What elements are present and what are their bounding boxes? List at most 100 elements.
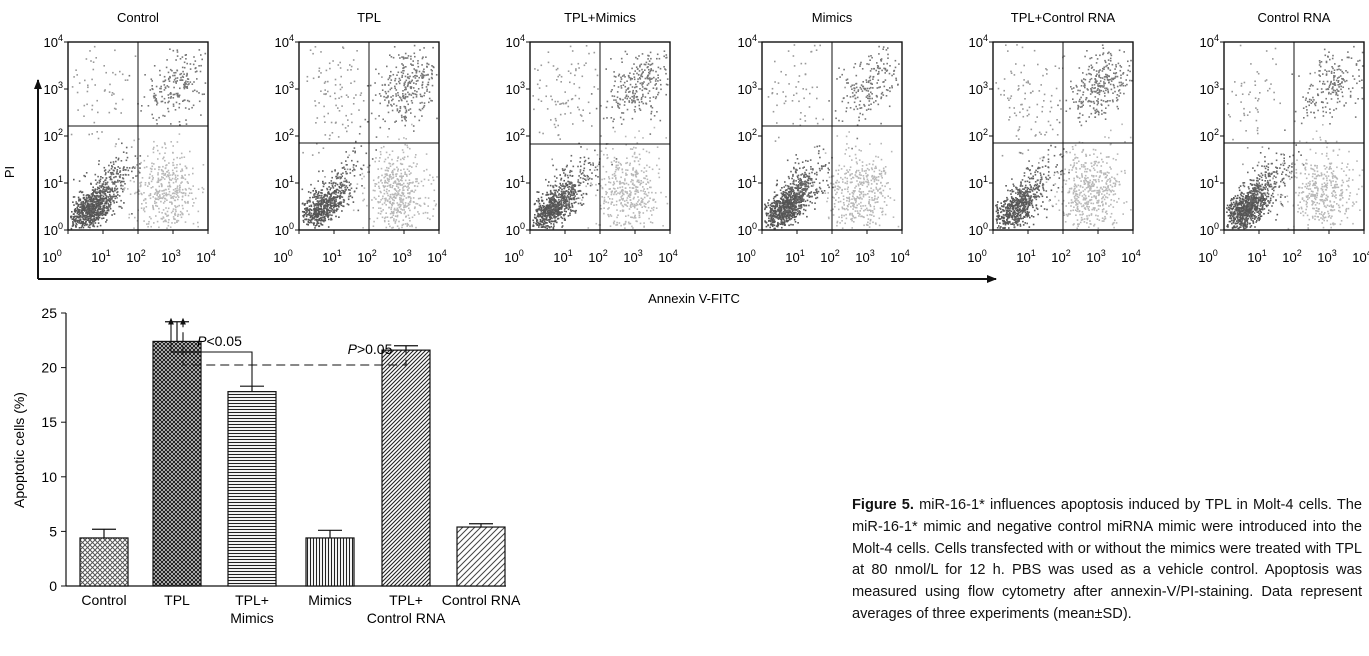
flow-dot xyxy=(656,53,659,56)
flow-dot xyxy=(106,183,108,185)
flow-dot xyxy=(83,198,86,201)
flow-dot xyxy=(550,191,552,194)
flow-dot xyxy=(550,211,552,214)
flow-dot xyxy=(405,79,408,82)
flow-dot xyxy=(543,226,546,228)
flow-dot xyxy=(405,138,407,140)
flow-dot xyxy=(109,172,112,174)
flow-dot xyxy=(380,199,382,201)
flow-dot xyxy=(401,192,403,194)
flow-dot xyxy=(378,185,380,188)
flow-dot xyxy=(781,216,784,219)
flow-dot xyxy=(412,64,414,66)
flow-dot xyxy=(558,212,561,214)
flow-dot xyxy=(95,211,98,214)
flow-dot xyxy=(631,216,633,219)
flow-dot xyxy=(571,186,573,189)
flow-dot xyxy=(393,196,396,198)
flow-dot xyxy=(324,176,326,178)
flow-dot xyxy=(357,68,359,70)
flow-dot xyxy=(634,217,637,219)
flow-dot xyxy=(633,63,635,65)
flow-dot xyxy=(564,195,566,198)
flow-dot xyxy=(596,189,599,191)
flow-dot xyxy=(386,177,389,180)
flow-dot xyxy=(778,204,781,207)
flow-dot xyxy=(643,202,646,205)
flow-dot xyxy=(109,195,111,197)
flow-dot xyxy=(644,96,647,98)
flow-dot xyxy=(77,204,80,206)
flow-dot xyxy=(392,212,394,214)
flow-dot xyxy=(615,158,618,160)
flow-dot xyxy=(804,209,807,212)
flow-dot xyxy=(341,123,344,126)
flow-dot xyxy=(384,99,386,101)
flow-dot xyxy=(186,99,189,102)
flow-dot xyxy=(139,167,141,169)
flow-dot xyxy=(107,207,109,210)
flow-dot xyxy=(638,107,641,110)
flow-dot xyxy=(781,199,784,201)
flow-dot xyxy=(639,222,642,225)
flow-dot xyxy=(387,78,390,81)
flow-dot xyxy=(191,106,193,109)
flow-dot xyxy=(318,197,320,199)
flow-dot xyxy=(317,203,319,206)
flow-dot xyxy=(405,116,407,119)
flow-dot xyxy=(401,119,403,122)
flow-dot xyxy=(654,84,656,86)
flow-dot xyxy=(76,74,78,76)
flow-dot xyxy=(172,192,175,194)
flow-dot xyxy=(110,167,113,170)
flow-dot xyxy=(402,175,404,177)
flow-dot xyxy=(319,191,322,194)
flow-dot xyxy=(196,90,198,93)
flow-dot xyxy=(543,205,545,208)
flow-dot xyxy=(85,221,87,223)
flow-dot xyxy=(625,95,627,98)
flow-dot xyxy=(323,195,325,198)
flow-dot xyxy=(108,187,110,190)
flow-dot xyxy=(103,190,105,193)
flow-dot xyxy=(306,75,309,78)
flow-dot xyxy=(626,174,628,176)
flow-dot xyxy=(103,200,105,202)
flow-dot xyxy=(402,189,404,191)
flow-dot xyxy=(371,199,373,201)
flow-dot xyxy=(323,205,325,207)
flow-dot xyxy=(587,182,589,185)
flow-dot xyxy=(336,196,339,198)
flow-dot xyxy=(105,202,108,205)
flow-dot xyxy=(387,136,389,138)
flow-dot xyxy=(575,191,577,193)
y-tick-label: 101 xyxy=(275,174,294,191)
flow-dot xyxy=(336,208,338,210)
flow-dot xyxy=(99,212,101,214)
flow-dot xyxy=(86,213,89,215)
flow-dot xyxy=(555,119,557,122)
flow-dot xyxy=(605,68,607,70)
flow-dot xyxy=(381,89,384,91)
flow-dot xyxy=(629,90,631,93)
y-tick-label: 103 xyxy=(506,80,525,97)
flow-dot xyxy=(423,104,426,107)
flow-dot xyxy=(788,216,790,219)
flow-dot xyxy=(385,190,388,193)
flow-dot xyxy=(104,169,107,171)
flow-dot xyxy=(177,95,180,97)
flow-dot xyxy=(655,88,658,90)
flow-dot xyxy=(143,159,146,162)
flow-dot xyxy=(603,199,606,201)
flow-dot xyxy=(109,207,112,210)
flow-dot xyxy=(334,185,336,187)
flow-dot xyxy=(318,210,320,212)
flow-dot xyxy=(580,115,583,117)
flow-dot xyxy=(89,204,92,207)
flow-dot xyxy=(185,166,188,169)
flow-dot xyxy=(327,80,329,83)
flow-dot xyxy=(563,200,566,203)
flow-dot xyxy=(321,224,324,226)
flow-dot xyxy=(560,204,563,207)
flow-dot xyxy=(189,63,192,65)
